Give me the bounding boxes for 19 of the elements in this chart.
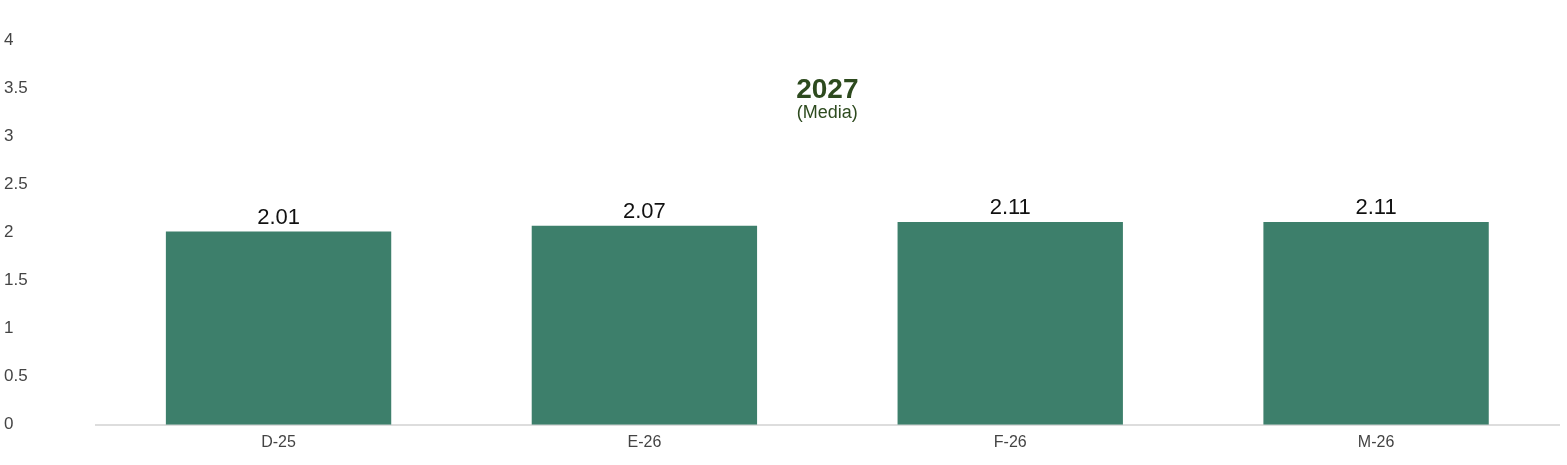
data-label: 2.01 bbox=[257, 203, 300, 229]
data-label: 2.11 bbox=[989, 193, 1031, 219]
y-tick-label: 1 bbox=[4, 318, 14, 338]
y-tick-label: 0.5 bbox=[4, 366, 28, 386]
y-tick-label: 3 bbox=[4, 126, 14, 146]
y-tick-label: 3.5 bbox=[4, 77, 28, 97]
x-tick-label: D-25 bbox=[261, 432, 296, 450]
y-tick-label: 2.5 bbox=[4, 174, 28, 194]
y-tick-label: 1.5 bbox=[4, 270, 28, 290]
x-tick-label: E-26 bbox=[627, 432, 662, 450]
x-tick-label: M-26 bbox=[1357, 432, 1395, 450]
y-tick-label: 2 bbox=[4, 222, 14, 242]
y-tick-label: 4 bbox=[4, 29, 14, 49]
data-label: 2.07 bbox=[622, 197, 666, 223]
y-tick-label: 0 bbox=[4, 414, 14, 434]
x-tick-label: F-26 bbox=[993, 432, 1027, 450]
text: (Media) bbox=[796, 102, 858, 122]
data-label: 2.11 bbox=[1355, 193, 1397, 219]
text: 2027 bbox=[796, 73, 859, 104]
